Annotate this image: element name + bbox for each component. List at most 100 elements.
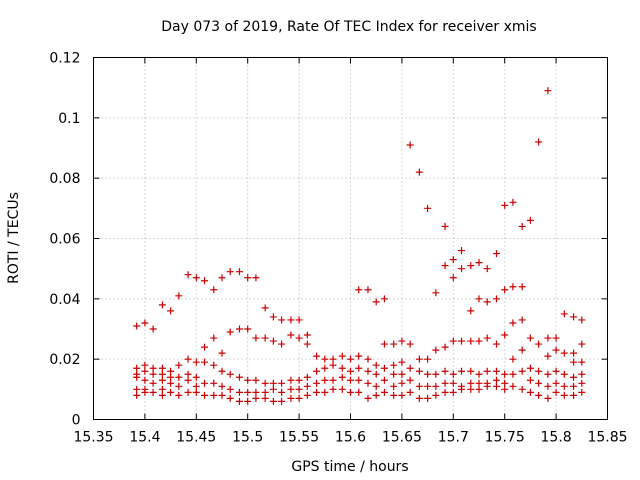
data-point — [149, 364, 157, 372]
x-tick-label: 15.5 — [232, 430, 263, 446]
data-point — [390, 361, 398, 369]
data-point — [535, 367, 543, 375]
data-point — [201, 379, 209, 387]
data-point — [295, 334, 303, 342]
data-point — [210, 361, 218, 369]
data-point — [192, 382, 200, 390]
data-point — [226, 394, 234, 402]
data-point — [390, 340, 398, 348]
x-axis-ticks: 15.35 15.4 15.45 15.5 15.55 15.6 15.65 15.7 15.7… — [73, 57, 628, 446]
data-point — [475, 295, 483, 303]
data-point — [295, 376, 303, 384]
data-point — [141, 376, 149, 384]
x-tick-label: 15.7 — [438, 430, 469, 446]
data-point — [287, 394, 295, 402]
data-point — [269, 379, 277, 387]
y-tick-label: 0.08 — [49, 171, 80, 187]
data-point — [449, 337, 457, 345]
data-point — [578, 379, 586, 387]
data-point — [415, 367, 423, 375]
data-point — [509, 198, 517, 206]
data-point — [372, 382, 380, 390]
data-point — [467, 379, 475, 387]
data-point — [483, 265, 491, 273]
data-point — [449, 388, 457, 396]
data-point — [509, 283, 517, 291]
data-point — [458, 265, 466, 273]
data-point — [244, 388, 252, 396]
data-point — [526, 388, 534, 396]
data-point — [475, 385, 483, 393]
data-point — [261, 334, 269, 342]
data-point — [218, 367, 226, 375]
data-point — [518, 283, 526, 291]
data-point — [492, 295, 500, 303]
data-point — [355, 352, 363, 360]
y-axis-label: ROTI / TECUs — [6, 192, 22, 284]
data-point — [347, 367, 354, 375]
x-tick-label: 15.45 — [176, 430, 216, 446]
data-point — [552, 367, 560, 375]
data-point — [390, 382, 398, 390]
data-point — [175, 382, 183, 390]
data-point — [458, 337, 466, 345]
data-point — [278, 340, 286, 348]
data-point — [398, 370, 406, 378]
data-point — [269, 337, 277, 345]
data-point — [552, 388, 560, 396]
data-point — [321, 376, 329, 384]
data-point — [235, 268, 243, 276]
data-point — [415, 394, 423, 402]
data-point — [192, 388, 200, 396]
x-tick-label: 15.85 — [587, 430, 627, 446]
data-point — [303, 331, 311, 339]
data-point — [338, 373, 346, 381]
data-point — [390, 370, 398, 378]
data-point — [467, 337, 475, 345]
data-point — [287, 385, 295, 393]
data-point — [441, 388, 449, 396]
data-point — [501, 385, 509, 393]
data-point — [364, 355, 372, 363]
data-point — [141, 367, 149, 375]
data-point — [175, 373, 183, 381]
data-point — [184, 355, 192, 363]
data-point — [210, 286, 218, 294]
data-point — [313, 352, 321, 360]
data-point — [287, 376, 295, 384]
data-point — [372, 370, 380, 378]
data-point — [278, 397, 286, 405]
data-point — [570, 391, 578, 399]
data-point — [201, 391, 209, 399]
data-point — [347, 388, 354, 396]
data-point — [235, 325, 243, 333]
data-point — [167, 373, 175, 381]
data-point — [295, 316, 303, 324]
x-tick-label: 15.75 — [485, 430, 525, 446]
data-point — [483, 334, 491, 342]
data-point — [372, 391, 380, 399]
data-point — [167, 307, 175, 315]
data-point — [424, 204, 432, 212]
data-point — [252, 388, 260, 396]
data-point — [141, 361, 149, 369]
x-tick-label: 15.65 — [382, 430, 422, 446]
data-point — [184, 271, 192, 279]
data-point — [278, 388, 286, 396]
data-point — [544, 334, 552, 342]
data-point — [432, 289, 440, 297]
data-point — [544, 370, 552, 378]
data-point — [552, 346, 560, 354]
data-point — [535, 391, 543, 399]
x-axis-label: GPS time / hours — [291, 459, 408, 475]
data-point — [252, 274, 260, 282]
data-point — [578, 316, 586, 324]
data-point — [535, 138, 543, 146]
data-point — [380, 376, 388, 384]
data-point — [321, 355, 329, 363]
y-tick-label: 0.12 — [49, 51, 80, 67]
data-point — [313, 367, 321, 375]
data-point — [261, 379, 269, 387]
data-point — [398, 379, 406, 387]
